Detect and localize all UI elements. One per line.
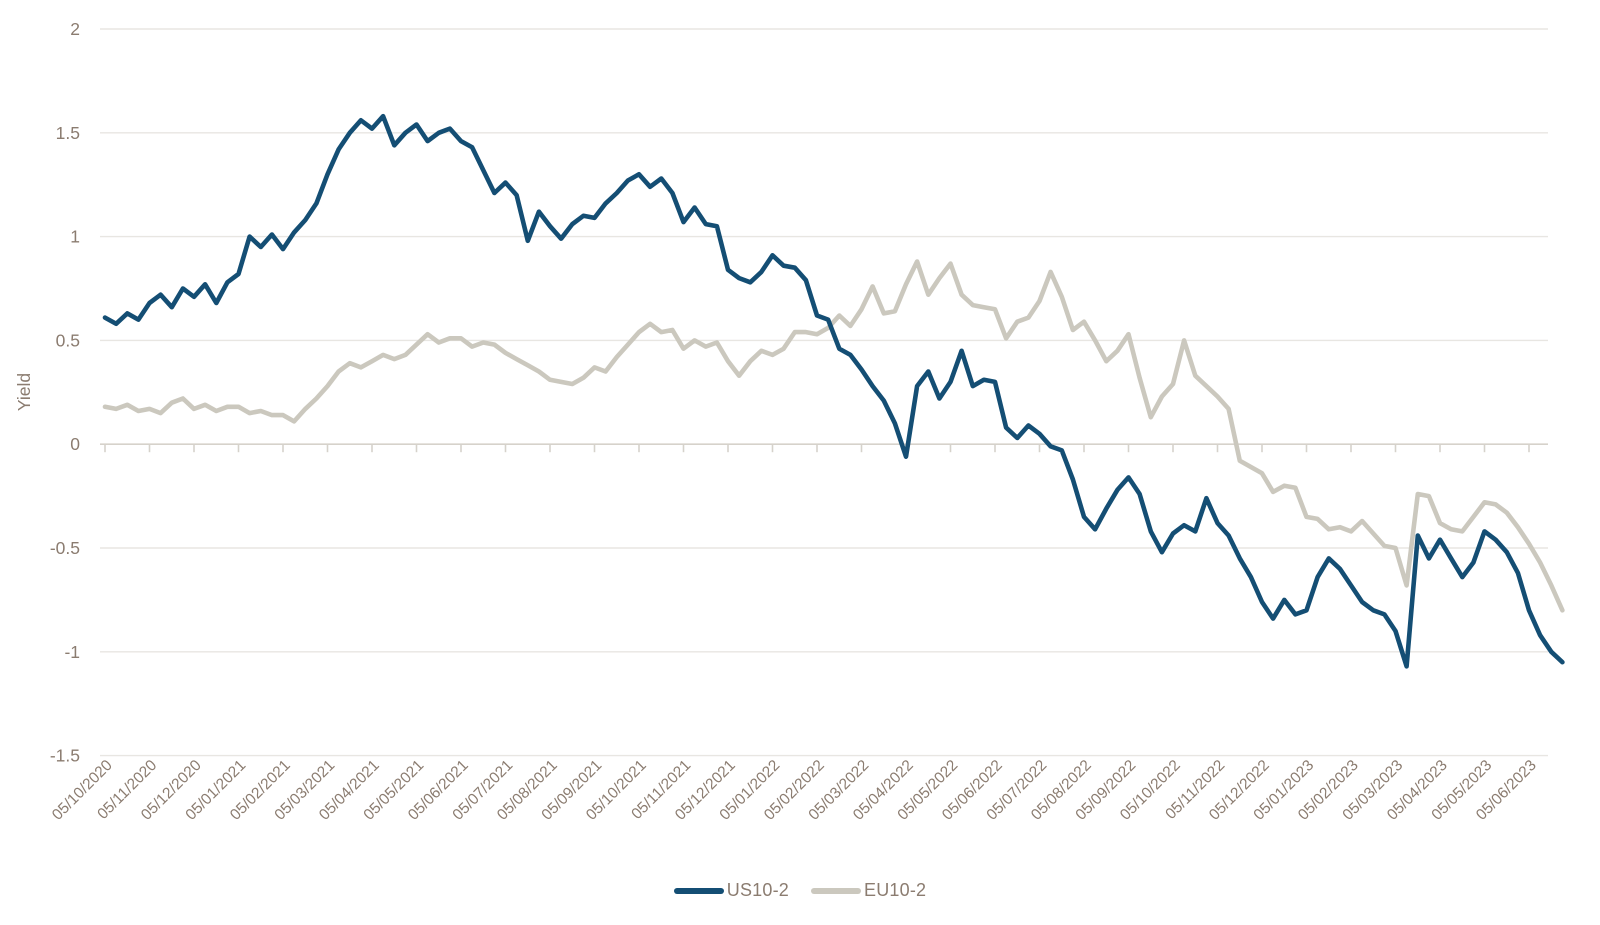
y-axis-labels: 2 1.5 1 0.5 0 -0.5 -1 -1.5: [50, 19, 80, 766]
us10-2-line-swatch: [673, 887, 724, 894]
eu10-2-line-swatch: [811, 887, 861, 894]
svg-text:-1: -1: [64, 642, 80, 662]
x-axis-ticks: [104, 444, 1530, 453]
series-line-eu10-2: [102, 259, 1565, 613]
svg-text:1: 1: [70, 227, 80, 247]
svg-text:0: 0: [70, 434, 80, 454]
legend-item-eu10-2[interactable]: EU10-2: [811, 880, 926, 901]
legend-label-us10-2: US10-2: [726, 880, 789, 900]
svg-text:1.5: 1.5: [56, 123, 80, 143]
svg-text:-1.5: -1.5: [50, 746, 80, 766]
x-axis-labels: 05/10/202005/11/202005/12/202005/01/2021…: [49, 757, 1540, 824]
svg-text:0.5: 0.5: [56, 330, 80, 350]
svg-text:-0.5: -0.5: [50, 538, 80, 558]
gridlines: [100, 28, 1548, 757]
legend: US10-2 EU10-2: [0, 880, 1600, 901]
y-axis-title: Yield: [14, 373, 34, 411]
legend-label-eu10-2: EU10-2: [864, 880, 927, 900]
legend-item-us10-2[interactable]: US10-2: [673, 880, 789, 901]
svg-text:2: 2: [70, 19, 80, 39]
series-line-us10-2: [102, 113, 1565, 669]
